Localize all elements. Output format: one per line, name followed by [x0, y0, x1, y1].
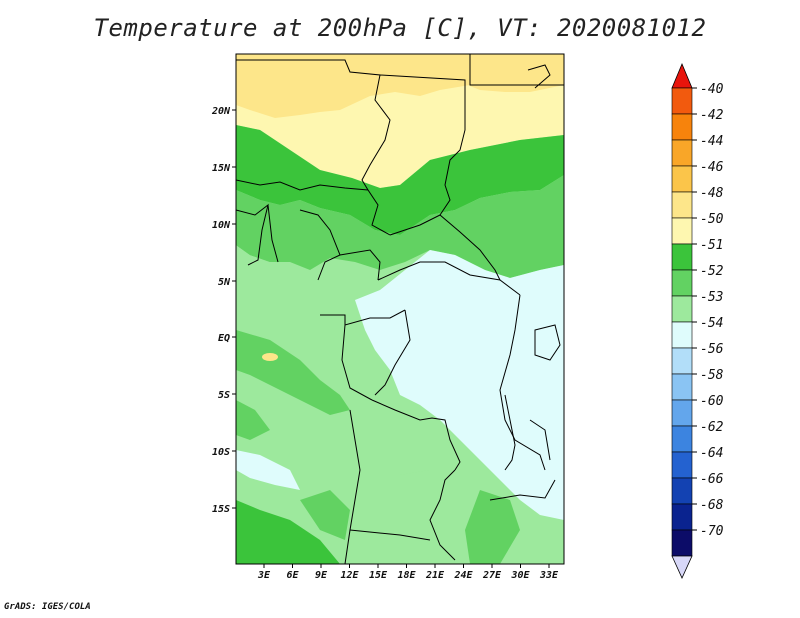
colorbar-swatch: [671, 139, 693, 167]
field-minus54-center: [355, 250, 564, 520]
field-minus52-band: [236, 125, 564, 235]
colorbar-swatch: [671, 269, 693, 297]
colorbar-swatch: [671, 113, 693, 141]
lon-label: 24E: [453, 570, 473, 581]
colorbar-label: -60: [700, 394, 724, 409]
colorbar-swatch: [671, 451, 693, 479]
colorbar-top-arrow: [671, 62, 693, 89]
colorbar-label: -54: [700, 316, 723, 331]
colorbar-swatch: [671, 321, 693, 349]
colorbar-label: -56: [700, 342, 724, 357]
grads-credit: GrADS: IGES/COLA: [4, 602, 91, 612]
map-title: Temperature at 200hPa [C], VT: 202008101…: [93, 14, 707, 42]
lat-label: EQ: [218, 333, 230, 344]
lat-label: 15N: [212, 163, 231, 174]
temperature-fields: [236, 54, 564, 564]
colorbar-label: -70: [700, 524, 724, 539]
lon-label: 3E: [257, 570, 271, 581]
field-minus53-southwest: [236, 400, 270, 440]
colorbar-swatch: [671, 503, 693, 531]
colorbar-swatch: [671, 529, 693, 557]
colorbar-swatch: [671, 373, 693, 401]
colorbar-swatch: [671, 217, 693, 245]
lat-label: 20N: [211, 106, 231, 117]
colorbar-label: -40: [700, 82, 724, 97]
colorbar-label: -42: [700, 108, 724, 123]
lon-label: 33E: [539, 570, 559, 581]
field-minus48-north: [236, 54, 470, 118]
lon-label: 15E: [369, 570, 388, 581]
colorbar-swatch: [671, 295, 693, 323]
colorbar-bottom-arrow: [671, 555, 693, 579]
field-minus48-spot: [262, 353, 278, 361]
lat-label: 10S: [212, 447, 230, 458]
lon-label: 6E: [286, 570, 299, 581]
colorbar-swatch: [671, 347, 693, 375]
colorbar-label: -51: [700, 238, 723, 253]
field-minus52-south: [236, 500, 340, 564]
field-minus48-northeast: [470, 54, 564, 92]
colorbar-label: -50: [700, 212, 724, 227]
colorbar-label: -66: [700, 472, 724, 487]
plot-frame: [235, 53, 565, 565]
colorbar-label: -62: [700, 420, 724, 435]
lon-label: 21E: [425, 570, 445, 581]
lon-label: 30E: [510, 570, 530, 581]
longitude-labels: 3E 6E 9E 12E 15E 18E 21E 24E 27E 30E 33E: [257, 564, 559, 581]
lat-label: 5S: [218, 390, 230, 401]
lat-label: 5N: [218, 277, 231, 288]
lat-label: 10N: [212, 220, 231, 231]
lat-label: 15S: [212, 504, 230, 515]
colorbar-swatch: [671, 165, 693, 193]
field-minus53-southeast: [465, 490, 520, 564]
colorbar-swatch: [671, 477, 693, 505]
lon-label: 27E: [482, 570, 502, 581]
colorbar-label: -52: [700, 264, 724, 279]
colorbar-label: -64: [700, 446, 723, 461]
field-minus53-patch: [300, 490, 350, 540]
lon-label: 9E: [315, 570, 328, 581]
lon-label: 18E: [397, 570, 416, 581]
colorbar-legend: -40 -42 -44 -46 -48 -50 -51 -52 -53 -54 -56 -58 -60 -…: [671, 62, 724, 579]
latitude-labels: 20N 15N 10N 5N EQ 5S 10S 15S: [211, 106, 236, 515]
colorbar-label: -48: [700, 186, 724, 201]
field-minus53-south: [400, 470, 445, 510]
colorbar-swatch: [671, 243, 693, 271]
colorbar-label: -44: [700, 134, 723, 149]
country-boundaries: [236, 54, 564, 564]
colorbar-label: -58: [700, 368, 724, 383]
colorbar-label: -46: [700, 160, 724, 175]
colorbar-swatch: [671, 425, 693, 453]
lon-label: 12E: [340, 570, 359, 581]
field-minus53-coastal: [236, 330, 350, 415]
colorbar-swatch: [671, 399, 693, 427]
colorbar-swatch: [671, 87, 693, 115]
colorbar-swatch: [671, 191, 693, 219]
field-minus54-southwest: [236, 450, 300, 490]
colorbar-label: -53: [700, 290, 723, 305]
colorbar-label: -68: [700, 498, 724, 513]
